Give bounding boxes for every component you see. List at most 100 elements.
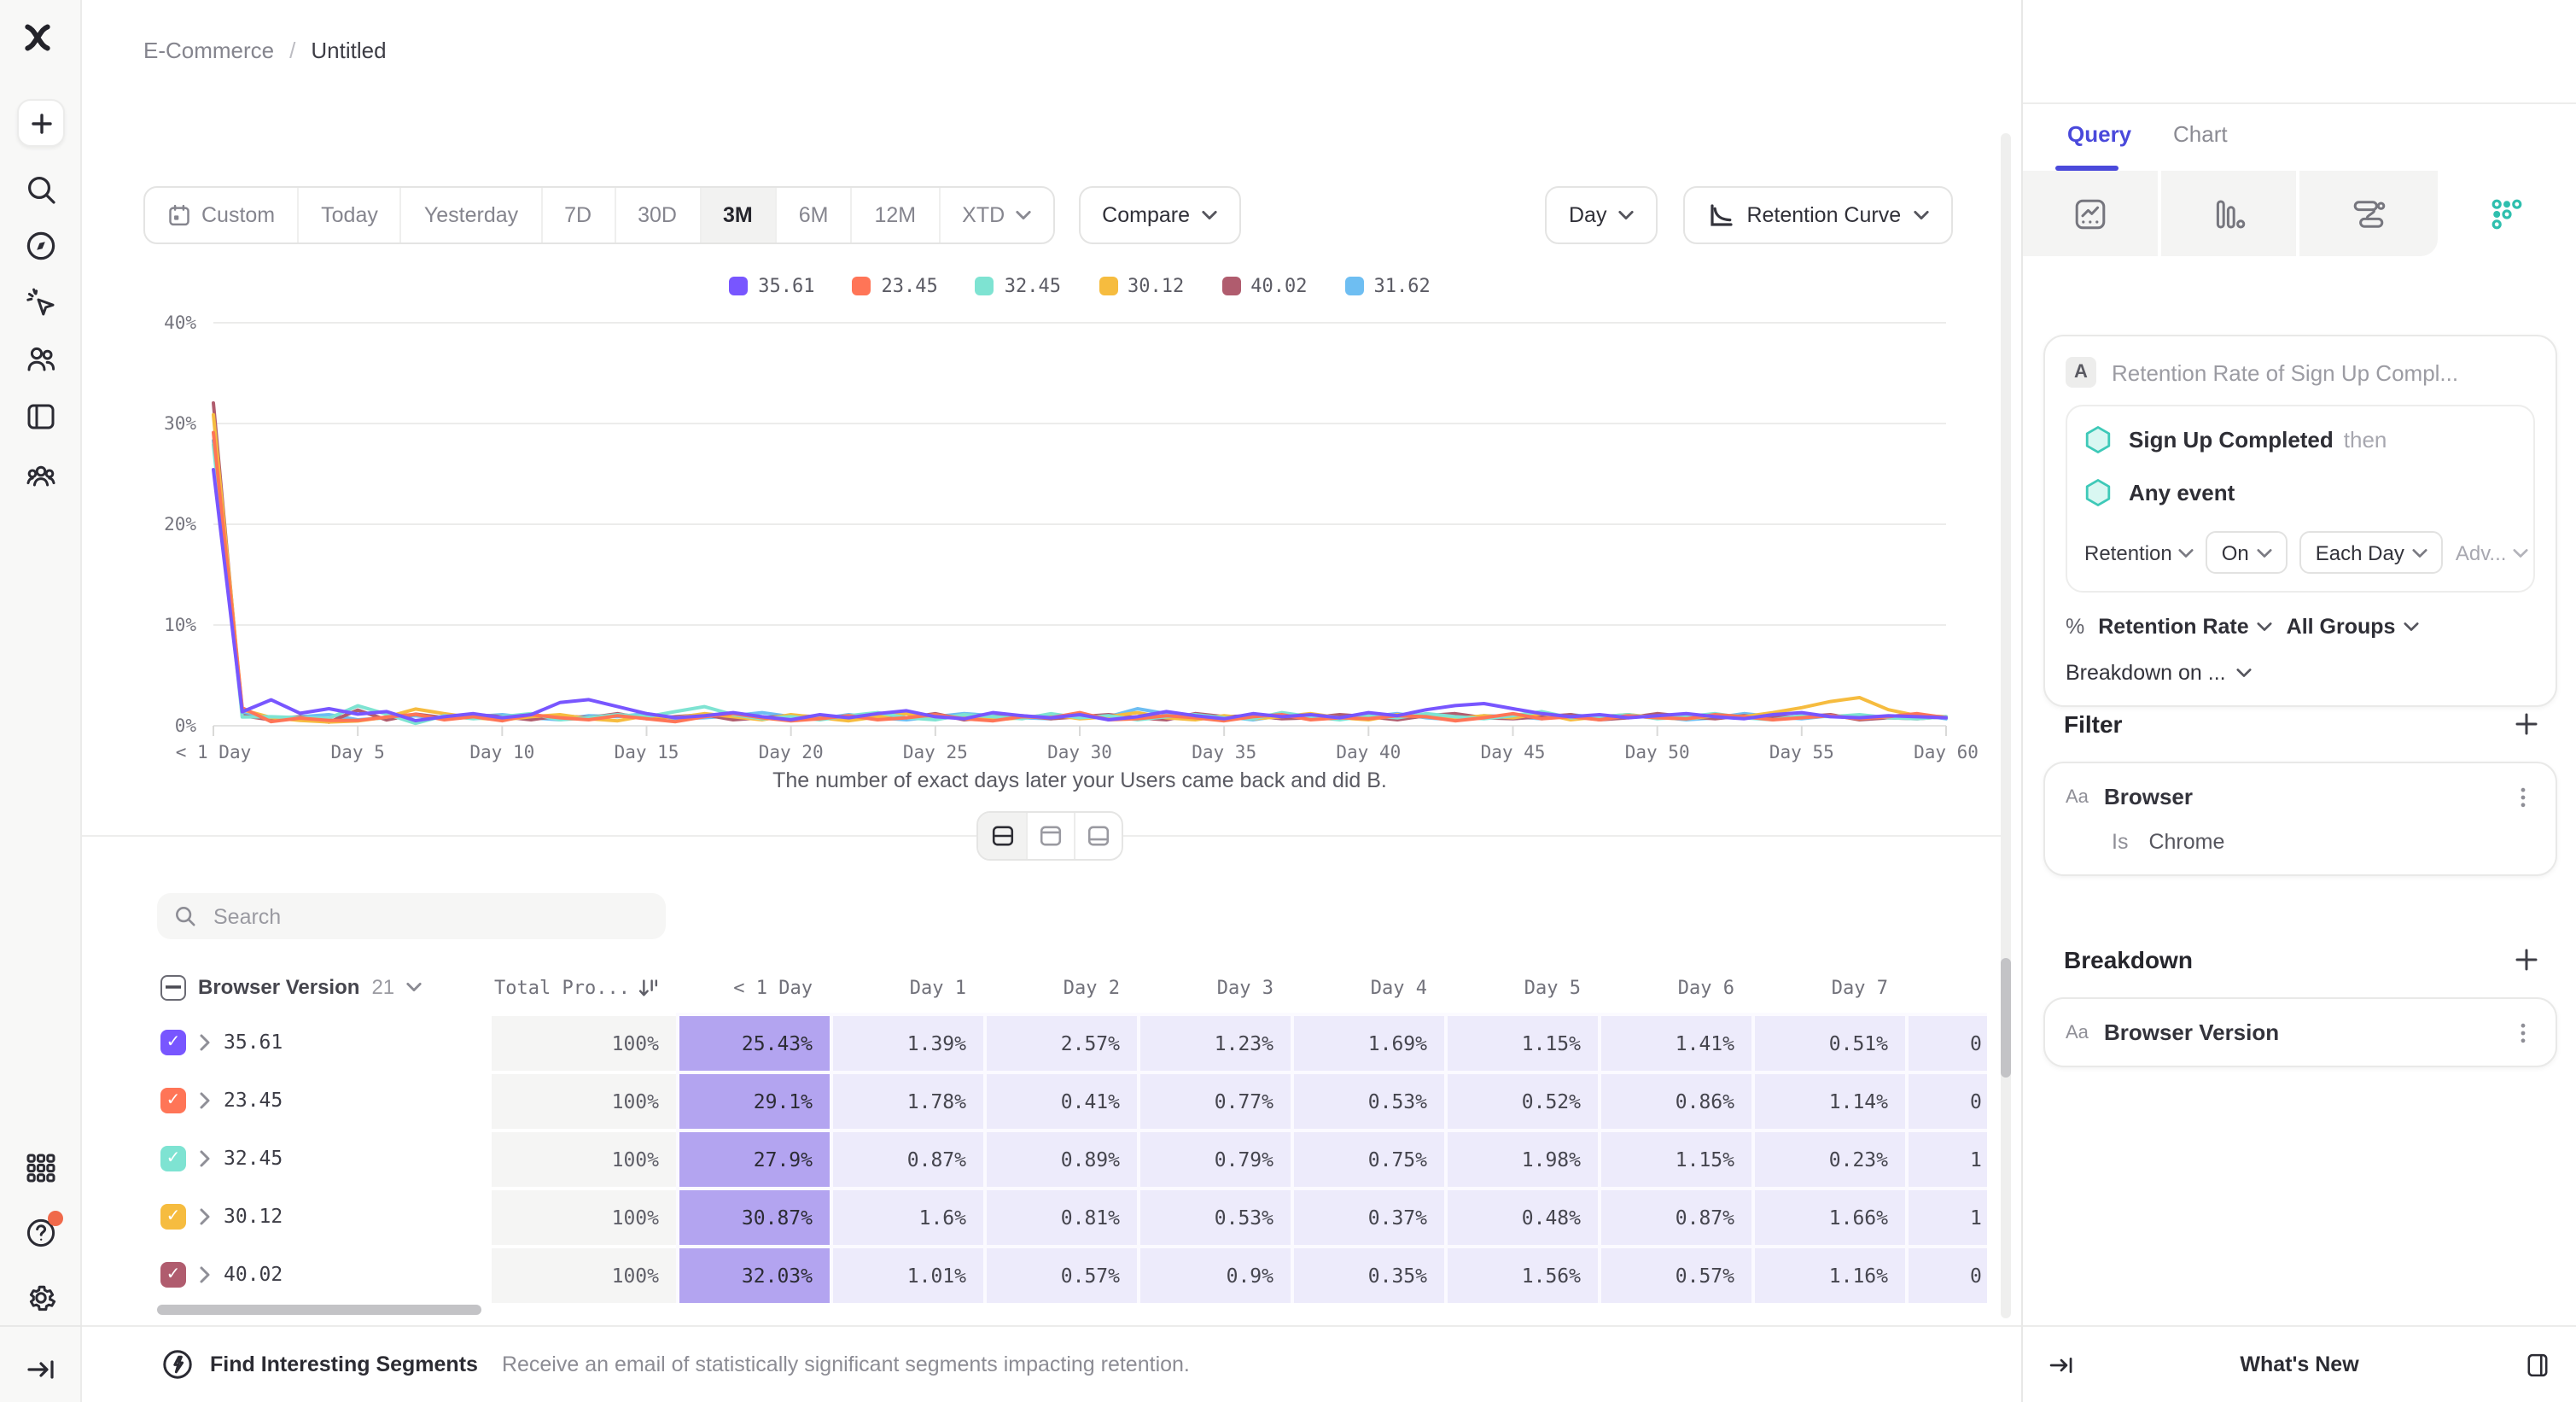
report-title[interactable]: Untitled [311, 38, 387, 63]
expand-row-icon[interactable] [198, 1090, 212, 1109]
search-icon[interactable] [24, 172, 58, 207]
value-cell: 2.57% [983, 1013, 1137, 1071]
row-name-cell[interactable]: ✓ 23.45 [157, 1071, 492, 1129]
value-cell: 0.35% [1291, 1245, 1444, 1303]
date-preset-3m[interactable]: 3M [699, 188, 775, 242]
breakdown-property[interactable]: Browser Version [2103, 1019, 2280, 1045]
row-name-cell[interactable]: ✓ 30.12 [157, 1187, 492, 1245]
day-column-header: Day 5 [1524, 976, 1581, 998]
boards-icon[interactable] [24, 400, 58, 434]
advanced-dropdown[interactable]: Adv... [2456, 540, 2529, 564]
settings-gear-icon[interactable] [24, 1281, 58, 1315]
add-breakdown-icon[interactable] [2515, 948, 2538, 972]
value-cell: 0.52% [1444, 1071, 1598, 1129]
help-icon[interactable] [24, 1211, 63, 1250]
date-preset-custom[interactable]: Custom [145, 188, 297, 242]
report-type-flows[interactable] [2299, 171, 2438, 256]
row-checkbox[interactable]: ✓ [160, 1029, 186, 1054]
expand-sidebar-icon[interactable] [24, 1352, 58, 1387]
view-toggle-split-view[interactable] [978, 813, 1026, 859]
legend-item-23.45[interactable]: 23.45 [852, 275, 938, 297]
total-cell: 100% [492, 1187, 676, 1245]
view-toggle-chart-only[interactable] [1026, 813, 1074, 859]
mixpanel-logo[interactable] [20, 20, 61, 61]
day-column-header: Day 2 [1063, 976, 1120, 998]
total-column-header[interactable]: Total Pro... [492, 961, 676, 1013]
cursor-click-icon[interactable] [24, 285, 58, 319]
breadcrumb-collection[interactable]: E-Commerce [143, 38, 275, 63]
groups-dropdown[interactable]: All Groups [2287, 615, 2420, 639]
row-checkbox[interactable]: ✓ [160, 1145, 186, 1171]
find-segments-button[interactable]: Find Interesting Segments [210, 1352, 478, 1376]
select-all-checkbox[interactable] [160, 974, 186, 1000]
expand-row-icon[interactable] [198, 1265, 212, 1283]
date-preset-7d[interactable]: 7D [540, 188, 614, 242]
compare-label: Compare [1102, 203, 1190, 227]
expand-row-icon[interactable] [198, 1032, 212, 1051]
first-event-row[interactable]: Sign Up Completed then [2084, 413, 2516, 466]
report-type-retention[interactable] [2438, 171, 2576, 256]
tab-query[interactable]: Query [2067, 121, 2132, 147]
row-name-cell[interactable]: ✓ 32.45 [157, 1129, 492, 1187]
breakdown-kebab-icon[interactable] [2511, 1020, 2535, 1044]
breakdown-card: Aa Browser Version [2043, 997, 2557, 1067]
users-icon[interactable] [24, 342, 58, 376]
horizontal-scrollbar-thumb[interactable] [157, 1305, 481, 1315]
legend-swatch [1221, 277, 1241, 295]
date-preset-today[interactable]: Today [297, 188, 400, 242]
create-new-button[interactable] [17, 99, 65, 147]
query-title[interactable]: Retention Rate of Sign Up Compl... [2112, 359, 2459, 385]
active-tab-underline [2055, 166, 2118, 171]
report-type-funnels[interactable] [2161, 171, 2299, 256]
filter-value[interactable]: Chrome [2148, 830, 2225, 854]
granularity-button[interactable]: Day [1545, 186, 1658, 244]
legend-item-31.62[interactable]: 31.62 [1344, 275, 1431, 297]
row-checkbox[interactable]: ✓ [160, 1203, 186, 1229]
whats-new-button[interactable]: What's New [2240, 1352, 2359, 1376]
view-toggle-table-only[interactable] [1074, 813, 1122, 859]
segments-footer: Find Interesting Segments Receive an ema… [82, 1325, 2021, 1402]
vertical-scrollbar-thumb[interactable] [2001, 958, 2011, 1078]
panel-layout-icon[interactable] [2523, 1350, 2552, 1379]
date-preset-6m[interactable]: 6M [774, 188, 851, 242]
chart-type-button[interactable]: Retention Curve [1683, 186, 1953, 244]
report-type-insights[interactable] [2023, 171, 2161, 256]
breakdown-on-dropdown[interactable]: Breakdown on ... [2066, 661, 2535, 685]
breadcrumb-separator: / [289, 38, 296, 63]
row-name-cell[interactable]: ✓ 40.02 [157, 1245, 492, 1303]
date-preset-30d[interactable]: 30D [614, 188, 699, 242]
add-filter-icon[interactable] [2515, 712, 2538, 736]
date-preset-xtd[interactable]: XTD [938, 188, 1052, 242]
row-checkbox[interactable]: ✓ [160, 1261, 186, 1287]
date-preset-label: Today [321, 203, 378, 227]
on-dropdown[interactable]: On [2206, 531, 2288, 574]
date-preset-yesterday[interactable]: Yesterday [399, 188, 540, 242]
explore-compass-icon[interactable] [24, 229, 58, 263]
interval-dropdown[interactable]: Each Day [2299, 531, 2444, 574]
table-row: ✓ 30.12 100% 30.87% 1.6% 0.81% 0.53% 0.37% 0.48%… [157, 1187, 1987, 1245]
legend-item-32.45[interactable]: 32.45 [975, 275, 1061, 297]
filter-property[interactable]: Browser [2103, 784, 2193, 809]
group-column-label[interactable]: Browser Version [198, 975, 360, 999]
x-axis-label: Day 55 [1769, 742, 1834, 762]
legend-item-40.02[interactable]: 40.02 [1221, 275, 1308, 297]
cohorts-icon[interactable] [24, 458, 58, 492]
retention-type-dropdown[interactable]: Retention [2084, 540, 2194, 564]
search-input[interactable] [210, 903, 649, 930]
apps-grid-icon[interactable] [24, 1151, 58, 1185]
compare-button[interactable]: Compare [1078, 186, 1241, 244]
row-name-cell[interactable]: ✓ 35.61 [157, 1013, 492, 1071]
collapse-panel-icon[interactable] [2047, 1350, 2076, 1379]
legend-item-30.12[interactable]: 30.12 [1099, 275, 1184, 297]
search-icon [176, 907, 195, 926]
expand-row-icon[interactable] [198, 1148, 212, 1167]
filter-kebab-icon[interactable] [2511, 785, 2535, 809]
value-cell: 0.57% [983, 1245, 1137, 1303]
measure-dropdown[interactable]: Retention Rate [2098, 615, 2273, 639]
legend-item-35.61[interactable]: 35.61 [729, 275, 815, 297]
date-preset-12m[interactable]: 12M [850, 188, 939, 242]
expand-row-icon[interactable] [198, 1206, 212, 1225]
tab-chart[interactable]: Chart [2173, 121, 2228, 147]
row-checkbox[interactable]: ✓ [160, 1087, 186, 1113]
return-event-row[interactable]: Any event [2084, 466, 2516, 519]
